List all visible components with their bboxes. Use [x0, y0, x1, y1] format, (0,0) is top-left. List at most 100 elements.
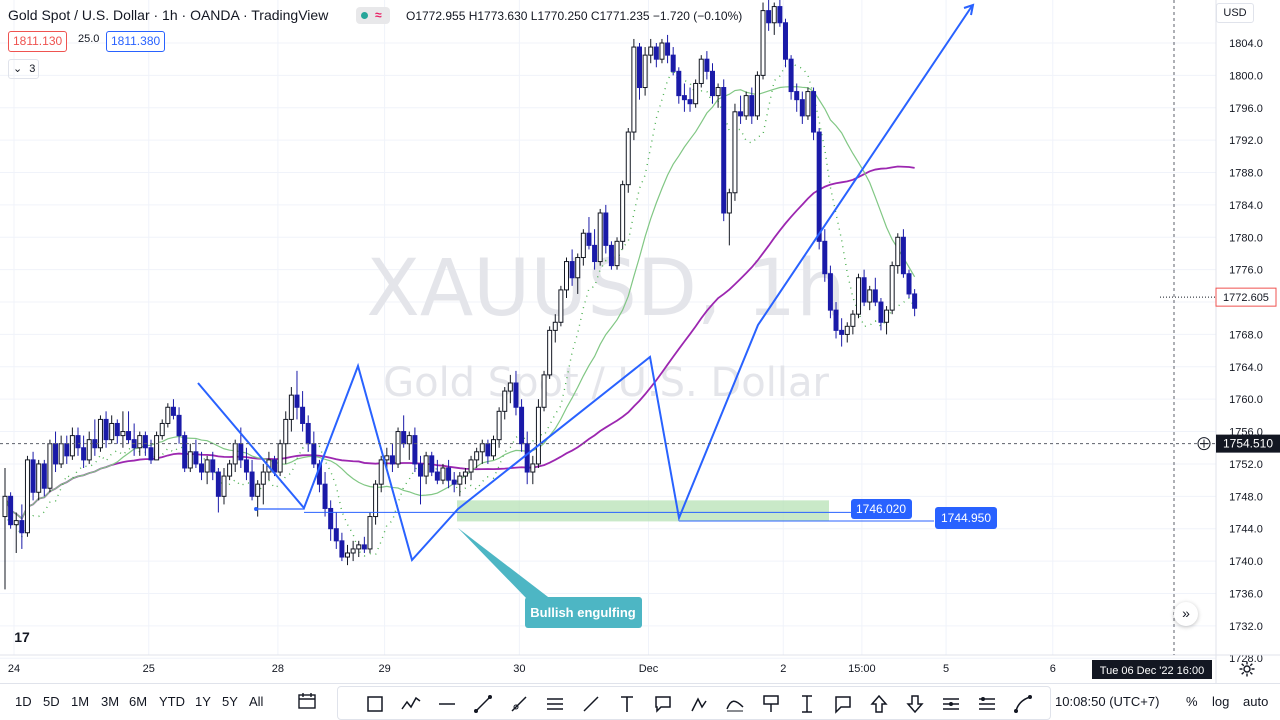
text-tool-icon[interactable] — [616, 693, 638, 715]
date-range-icon[interactable] — [297, 692, 317, 710]
candle-body — [373, 483, 379, 518]
timeframe-1y[interactable]: 1Y — [195, 694, 211, 709]
candle-body — [199, 463, 205, 473]
candle-body — [653, 46, 659, 60]
candle — [187, 443, 193, 473]
anchored-note-icon[interactable] — [760, 693, 782, 715]
candle — [861, 269, 867, 307]
scroll-to-realtime-button[interactable]: » — [1174, 602, 1198, 626]
timeframe-5d[interactable]: 5D — [43, 694, 60, 709]
tradingview-logo-icon[interactable]: 17 — [14, 629, 30, 645]
candle-body — [81, 447, 87, 461]
candle-body — [255, 483, 261, 497]
timeframe-1d[interactable]: 1D — [15, 694, 32, 709]
candle-body — [732, 111, 738, 194]
candle-body — [238, 443, 244, 461]
gear-icon[interactable] — [1238, 660, 1256, 678]
drawing-tools-bar — [337, 686, 1051, 720]
candle — [884, 306, 890, 335]
trend-line-icon[interactable] — [472, 693, 494, 715]
price-tick-label: 1744.0 — [1229, 524, 1263, 536]
timeframe-1m[interactable]: 1M — [71, 694, 90, 709]
currency-button[interactable]: USD — [1216, 3, 1254, 23]
candle — [165, 403, 171, 428]
rectangle-tool-icon[interactable] — [364, 693, 386, 715]
trend-drawings[interactable]: Bullish engulfing — [197, 3, 975, 628]
sell-price-button[interactable]: 1811.130 — [8, 31, 68, 52]
candle-body — [423, 455, 429, 477]
fib-tool-icon[interactable] — [688, 693, 710, 715]
comment-tool-icon[interactable] — [832, 693, 854, 715]
candle — [782, 18, 788, 68]
candle — [872, 277, 878, 307]
candle-body — [597, 212, 603, 263]
timeframe-3m[interactable]: 3M — [101, 694, 120, 709]
horizontal-line-icon[interactable] — [436, 693, 458, 715]
candle — [513, 370, 519, 416]
curve-tool-icon[interactable] — [1012, 693, 1034, 715]
zone-rect — [457, 500, 829, 522]
watermark: XAUUSD, 1h Gold Spot / U.S. Dollar — [366, 244, 845, 406]
candle — [906, 269, 912, 298]
candle — [496, 407, 502, 448]
timeframe-5y[interactable]: 5Y — [222, 694, 238, 709]
candle — [311, 431, 317, 468]
candle-body — [356, 544, 362, 550]
crosshair-price-label: 1754.510 — [1223, 437, 1273, 451]
candle-body — [704, 58, 710, 72]
candle — [878, 297, 884, 331]
ray-tool-icon[interactable] — [508, 693, 530, 715]
candle — [339, 532, 345, 562]
level-label-1744-bg — [935, 507, 997, 529]
candle — [564, 257, 569, 298]
arrow-down-icon[interactable] — [904, 693, 926, 715]
candle-body — [760, 10, 766, 76]
candle-body — [665, 42, 671, 56]
candle-body — [771, 6, 777, 24]
candle — [839, 318, 845, 347]
auto-toggle[interactable]: auto — [1243, 694, 1269, 709]
candle-body — [777, 6, 783, 24]
timeframe-all[interactable]: All — [249, 694, 264, 709]
status-dots[interactable]: ≈ — [356, 7, 390, 24]
long-position-icon[interactable] — [940, 693, 962, 715]
candle — [367, 512, 373, 553]
candle-body — [137, 435, 143, 449]
candle — [569, 249, 575, 286]
price-tick-label: 1732.0 — [1229, 621, 1263, 633]
arrow-up-icon[interactable] — [868, 693, 890, 715]
candle — [159, 419, 165, 440]
candle-body — [479, 443, 485, 453]
candle — [743, 91, 749, 120]
buy-price-button[interactable]: 1811.380 — [106, 31, 166, 52]
symbol-title[interactable]: Gold Spot / U.S. Dollar · 1h · OANDA · T… — [8, 7, 329, 23]
timeframe-6m[interactable]: 6M — [129, 694, 148, 709]
candle-body — [361, 544, 367, 550]
candle-body — [867, 289, 873, 303]
percent-toggle[interactable]: % — [1186, 694, 1198, 709]
callout-tool-icon[interactable] — [652, 693, 674, 715]
pattern-tool-icon[interactable] — [724, 693, 746, 715]
candle-body — [698, 58, 704, 84]
candle-body — [900, 236, 906, 275]
path-tool-icon[interactable] — [400, 693, 422, 715]
candle — [446, 459, 452, 489]
indicators-toggle[interactable]: ⌄ 3 — [8, 59, 39, 79]
candle-body — [53, 443, 59, 465]
candle-body — [530, 463, 536, 473]
clock[interactable]: 10:08:50 (UTC+7) — [1055, 694, 1160, 709]
log-toggle[interactable]: log — [1212, 694, 1230, 709]
short-position-icon[interactable] — [976, 693, 998, 715]
candle — [294, 370, 300, 420]
candle — [468, 455, 474, 481]
crosshair-time-bg — [1092, 660, 1212, 679]
candle-body — [558, 289, 564, 323]
timeframe-ytd[interactable]: YTD — [159, 694, 185, 709]
price-label-icon[interactable] — [796, 693, 818, 715]
brush-tool-icon[interactable] — [580, 693, 602, 715]
parallel-lines-icon[interactable] — [544, 693, 566, 715]
candle-body — [148, 447, 154, 461]
candle-body — [726, 192, 732, 214]
candle-body — [367, 516, 373, 550]
